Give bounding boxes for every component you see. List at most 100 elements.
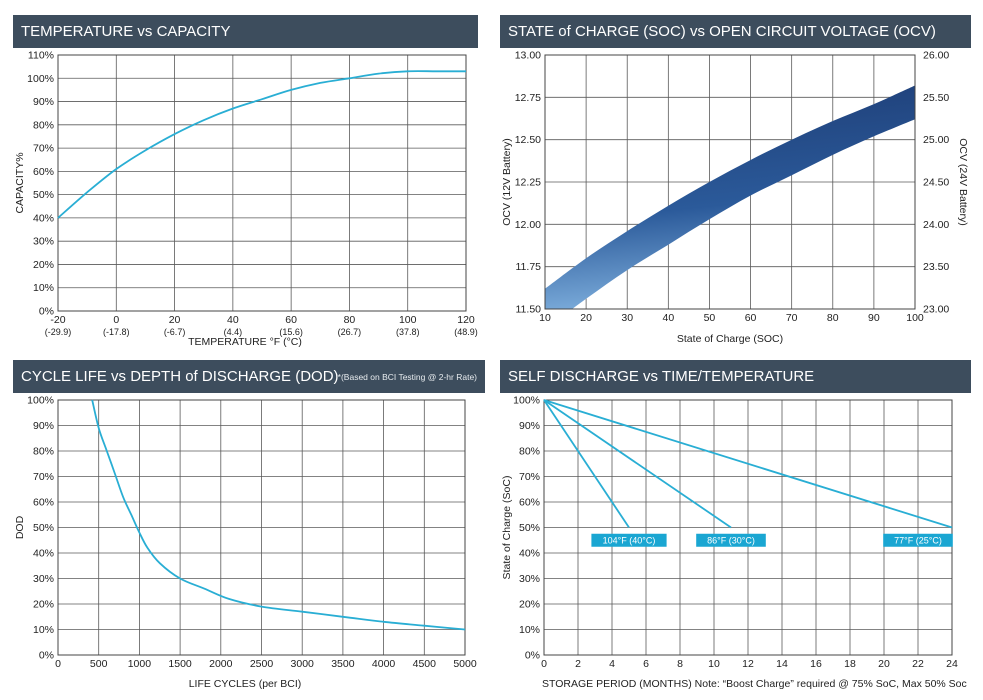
- x-tick-label: 50: [704, 312, 716, 324]
- y-right-tick-label: 23.50: [923, 261, 949, 273]
- y-right-tick-label: 23.00: [923, 304, 949, 316]
- x-tick-label: 2: [575, 658, 581, 670]
- x-tick-label: 80: [344, 314, 356, 326]
- y-tick-label: 70%: [33, 471, 54, 483]
- y-tick-label: 20%: [33, 599, 54, 611]
- x-tick-sublabel: (26.7): [338, 327, 362, 337]
- y-tick-label: 13.00: [515, 50, 541, 62]
- y-tick-label: 40%: [33, 548, 54, 560]
- self-discharge-chart: 0%10%20%30%40%50%60%70%80%90%100%0 2 4 6 8 10…: [501, 395, 967, 691]
- y-tick-label: 60%: [33, 497, 54, 509]
- y-tick-label: 50%: [33, 189, 54, 201]
- x-tick-sublabel: (4.4): [224, 327, 243, 337]
- y-right-tick-label: 26.00: [923, 50, 949, 62]
- temperature-label-box: [696, 533, 766, 547]
- y-tick-label: 30%: [33, 573, 54, 585]
- x-tick-label: 4000: [372, 658, 396, 670]
- y-tick-label: 70%: [33, 143, 54, 155]
- x-tick-label: 24: [946, 658, 958, 670]
- x-tick-sublabel: (-17.8): [103, 327, 130, 337]
- x-tick-label: 3000: [291, 658, 315, 670]
- y-axis-label: CAPACITY%: [14, 152, 26, 213]
- y-right-tick-label: 24.50: [923, 177, 949, 189]
- y-tick-label: 80%: [33, 119, 54, 131]
- y-tick-label: 20%: [33, 259, 54, 271]
- x-tick-label: 30: [621, 312, 633, 324]
- x-tick-sublabel: (-6.7): [164, 327, 186, 337]
- panel-soc-ocv: STATE of CHARGE (SOC) vs OPEN CIRCUIT VO…: [500, 15, 971, 355]
- x-tick-label: 5000: [453, 658, 477, 670]
- x-tick-label: 2500: [250, 658, 274, 670]
- x-tick-label: 12: [742, 658, 754, 670]
- x-tick-sublabel: (48.9): [454, 327, 478, 337]
- plot-frame: [57, 399, 466, 656]
- y-tick-label: 12.25: [515, 177, 541, 189]
- x-tick-label: 80: [827, 312, 839, 324]
- x-tick-label: 60: [285, 314, 297, 326]
- y-tick-label: 11.50: [516, 304, 542, 316]
- panel-title-text: CYCLE LIFE vs DEPTH of DISCHARGE (DOD): [21, 368, 339, 385]
- x-tick-label: 22: [912, 658, 924, 670]
- panel-title: CYCLE LIFE vs DEPTH of DISCHARGE (DOD) *…: [13, 360, 485, 393]
- x-tick-label: 10: [539, 312, 551, 324]
- y-tick-label: 90%: [519, 420, 540, 432]
- y-right-tick-label: 25.00: [923, 134, 949, 146]
- y-right-axis-label: OCV (24V Battery): [957, 138, 969, 226]
- x-tick-label: 18: [844, 658, 856, 670]
- y-tick-label: 100%: [27, 73, 54, 85]
- y-tick-label: 20%: [519, 599, 540, 611]
- y-tick-label: 10%: [519, 624, 540, 636]
- temperature-label: 86°F (30°C): [707, 535, 755, 545]
- x-tick-label: 40: [662, 312, 674, 324]
- x-tick-label: 14: [776, 658, 788, 670]
- panel-title: STATE of CHARGE (SOC) vs OPEN CIRCUIT VO…: [500, 15, 971, 48]
- y-tick-label: 50%: [33, 522, 54, 534]
- x-tick-label: -20: [50, 314, 65, 326]
- series-line: [543, 399, 630, 528]
- x-tick-label: 10: [708, 658, 720, 670]
- y-tick-label: 80%: [33, 446, 54, 458]
- y-tick-label: 10%: [33, 624, 54, 636]
- dod-curve: [91, 399, 466, 631]
- panel-cycle-life-dod: CYCLE LIFE vs DEPTH of DISCHARGE (DOD) *…: [13, 360, 485, 700]
- x-tick-label: 90: [868, 312, 880, 324]
- x-tick-label: 3500: [331, 658, 355, 670]
- x-tick-sublabel: (-29.9): [45, 327, 72, 337]
- x-tick-label: 20: [580, 312, 592, 324]
- y-right-tick-label: 24.00: [923, 219, 949, 231]
- series-line: [543, 399, 732, 529]
- y-tick-label: 70%: [519, 471, 540, 483]
- y-right-tick-label: 25.50: [923, 92, 949, 104]
- x-axis-label: TEMPERATURE °F (°C): [188, 336, 302, 348]
- x-tick-label: 70: [786, 312, 798, 324]
- temperature-label: 104°F (40°C): [603, 535, 656, 545]
- x-tick-sublabel: (15.6): [279, 327, 303, 337]
- y-tick-label: 40%: [33, 212, 54, 224]
- y-axis-label: State of Charge (SoC): [501, 476, 513, 580]
- y-tick-label: 30%: [519, 573, 540, 585]
- y-tick-label: 60%: [33, 166, 54, 178]
- x-tick-label: 60: [745, 312, 757, 324]
- y-tick-label: 12.75: [515, 92, 541, 104]
- soc-ocv-chart: 11.50 11.75 12.00 12.25 12.50 12.75 13.00 10 20 3…: [501, 50, 969, 346]
- panel-title: SELF DISCHARGE vs TIME/TEMPERATURE: [500, 360, 971, 393]
- x-tick-label: 20: [169, 314, 181, 326]
- y-tick-label: 80%: [519, 446, 540, 458]
- y-tick-label: 11.75: [516, 261, 542, 273]
- x-tick-sublabel: (37.8): [396, 327, 420, 337]
- x-tick-label: 0: [55, 658, 61, 670]
- x-tick-label: 1000: [128, 658, 152, 670]
- y-tick-label: 90%: [33, 96, 54, 108]
- x-tick-label: 16: [810, 658, 822, 670]
- temperature-label-box: [591, 533, 667, 547]
- plot-frame: [57, 54, 467, 312]
- y-tick-label: 90%: [33, 420, 54, 432]
- temperature-label: 77°F (25°C): [894, 535, 942, 545]
- x-tick-label: 2000: [209, 658, 233, 670]
- y-tick-label: 50%: [519, 522, 540, 534]
- panel-temperature-capacity: TEMPERATURE vs CAPACITY 0% 10% 20% 30% 40% 50…: [13, 15, 478, 355]
- y-tick-label: 40%: [519, 548, 540, 560]
- y-tick-label: 100%: [27, 395, 54, 407]
- x-tick-label: 4500: [413, 658, 437, 670]
- series-line: [543, 399, 953, 529]
